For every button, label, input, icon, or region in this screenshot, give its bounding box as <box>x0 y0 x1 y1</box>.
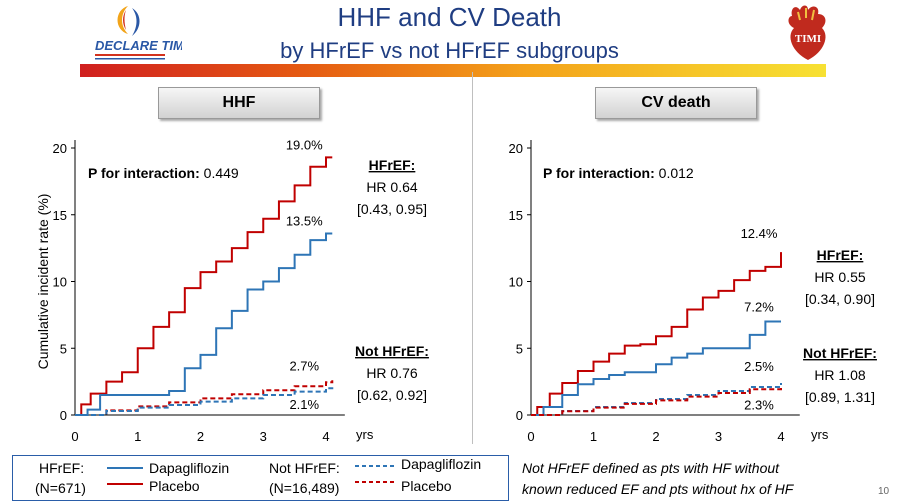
series-hfref-dapagliflozin <box>531 320 781 416</box>
end-label: 2.5% <box>744 359 774 374</box>
nothfref-label: Not HFrEF: <box>803 345 877 361</box>
hfref-ci: [0.43, 0.95] <box>357 201 427 217</box>
end-label: 2.3% <box>744 398 774 413</box>
x-tick-label: 4 <box>322 429 329 444</box>
y-tick-label: 15 <box>53 208 67 223</box>
nothfref-hr: HR 1.08 <box>814 367 866 383</box>
x-tick-label: 4 <box>777 429 784 444</box>
footnote-line1: Not HFrEF defined as pts with HF without <box>522 460 780 476</box>
y-tick-label: 0 <box>516 408 523 423</box>
y-tick-label: 10 <box>53 275 67 290</box>
panel-label-hhf: HHF <box>158 87 320 119</box>
declare-logo: DECLARE TIMI-58 <box>95 6 182 60</box>
footnote: Not HFrEF defined as pts with HF without… <box>522 458 842 500</box>
logo-right-text: TIMI <box>795 33 821 45</box>
nothfref-hr: HR 0.76 <box>366 365 418 381</box>
legend-group1-n: (N=671) <box>35 480 86 496</box>
footnote-line2: known reduced EF and pts without hx of H… <box>522 481 794 497</box>
legend-group2-dapa: Dapagliflozin <box>401 456 482 472</box>
y-tick-label: 5 <box>516 341 523 356</box>
page-title: HHF and CV Death <box>337 2 562 32</box>
legend: HFrEF: (N=671) Dapagliflozin Placebo Not… <box>12 455 509 501</box>
end-label: 13.5% <box>286 213 323 228</box>
series-not-hfref-placebo <box>531 385 782 416</box>
legend-group2-label: Not HFrEF: <box>269 460 340 476</box>
y-axis-label: Cumulative incident rate (%) <box>35 194 51 370</box>
x-tick-label: 2 <box>652 429 659 444</box>
nothfref-ci: [0.62, 0.92] <box>357 387 427 403</box>
legend-group1-swatches <box>107 467 143 485</box>
hfref-hr: HR 0.55 <box>814 269 866 285</box>
y-tick-label: 20 <box>509 141 523 156</box>
x-tick-label: 2 <box>197 429 204 444</box>
p-interaction: P for interaction: 0.449 <box>88 165 239 181</box>
legend-group2-swatches <box>355 465 395 483</box>
legend-group2-placebo: Placebo <box>401 478 452 494</box>
x-tick-label: 3 <box>260 429 267 444</box>
series-hfref-dapagliflozin <box>75 232 333 416</box>
hfref-ci: [0.34, 0.90] <box>805 291 875 307</box>
nothfref-label: Not HFrEF: <box>355 343 429 359</box>
nothfref-ci: [0.89, 1.31] <box>805 389 875 405</box>
x-tick-label: 3 <box>715 429 722 444</box>
y-tick-label: 5 <box>60 341 67 356</box>
legend-group1-dapa: Dapagliflozin <box>149 460 230 476</box>
legend-group1-label: HFrEF: <box>39 460 85 476</box>
hfref-hr: HR 0.64 <box>366 179 418 195</box>
legend-group2-n: (N=16,489) <box>269 480 340 496</box>
end-label: 7.2% <box>744 300 774 315</box>
series-hfref-placebo <box>75 156 333 416</box>
x-axis-label: yrs <box>811 427 829 442</box>
timi-logo: TIMI <box>788 5 826 60</box>
logo-left-text: DECLARE TIMI-58 <box>95 38 182 53</box>
x-tick-label: 1 <box>134 429 141 444</box>
series-not-hfref-dapagliflozin <box>75 386 334 416</box>
end-label: 19.0% <box>286 137 323 152</box>
page-subtitle: by HFrEF vs not HFrEF subgroups <box>280 38 619 63</box>
hfref-label: HFrEF: <box>817 247 864 263</box>
legend-group1-placebo: Placebo <box>149 478 200 494</box>
end-label: 2.7% <box>289 358 319 373</box>
y-tick-label: 15 <box>509 208 523 223</box>
panel-divider <box>472 72 473 444</box>
y-tick-label: 10 <box>509 275 523 290</box>
end-label: 2.1% <box>289 397 319 412</box>
x-axis-label: yrs <box>356 427 374 442</box>
x-tick-label: 1 <box>590 429 597 444</box>
y-tick-label: 20 <box>53 141 67 156</box>
end-label: 12.4% <box>741 226 778 241</box>
page-number: 10 <box>878 486 890 497</box>
title-gradient-bar <box>80 64 826 77</box>
series-hfref-placebo <box>531 252 782 416</box>
p-interaction: P for interaction: 0.012 <box>543 165 694 181</box>
x-tick-label: 0 <box>527 429 534 444</box>
x-tick-label: 0 <box>71 429 78 444</box>
panel-label-cv-death: CV death <box>595 87 757 119</box>
y-tick-label: 0 <box>60 408 67 423</box>
hfref-label: HFrEF: <box>369 157 416 173</box>
